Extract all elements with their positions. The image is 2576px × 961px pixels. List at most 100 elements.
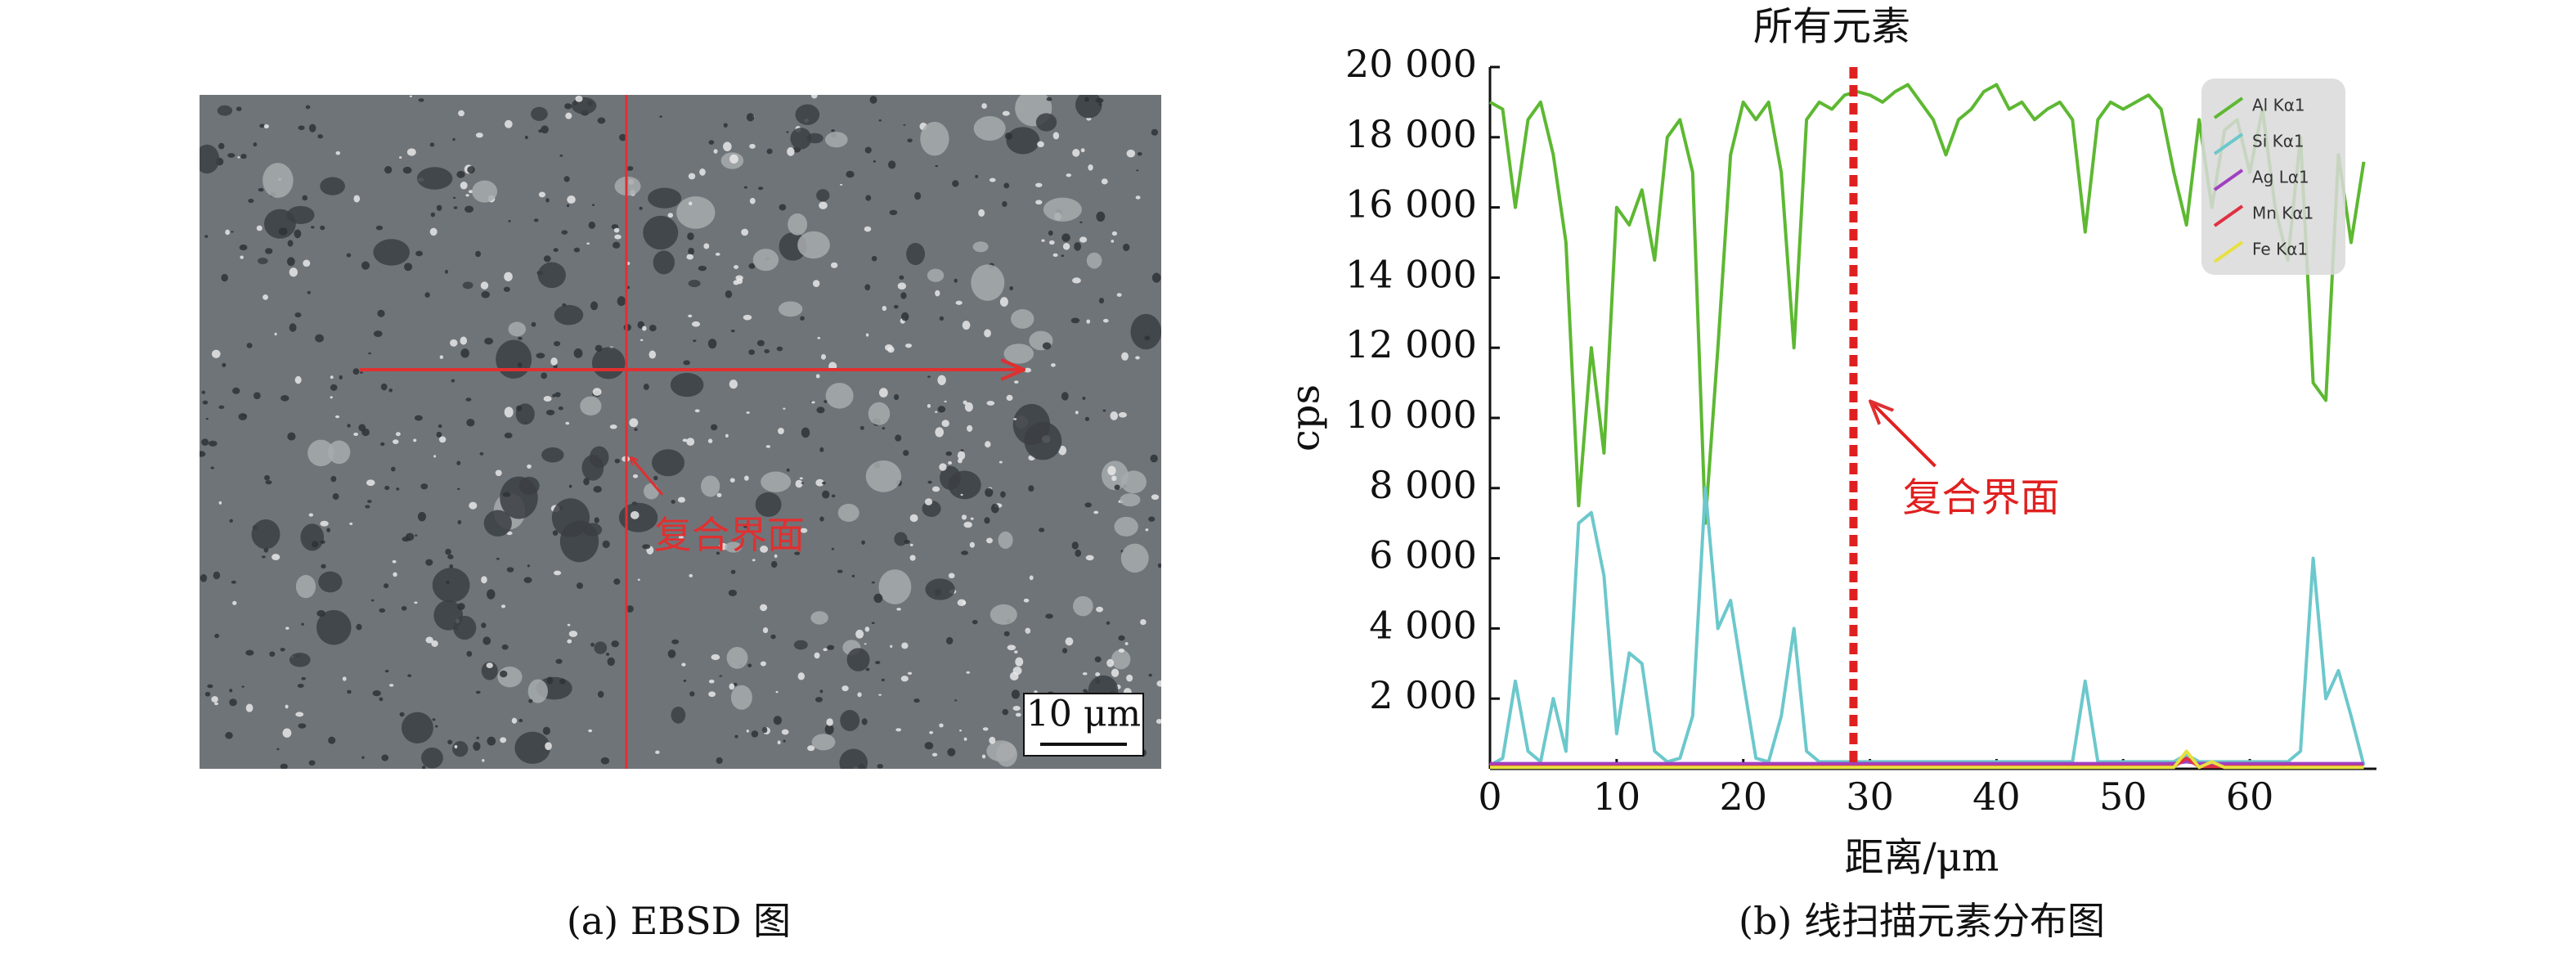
speck: [421, 747, 443, 769]
speck: [963, 737, 967, 741]
speck: [565, 421, 570, 425]
speck: [619, 133, 627, 141]
speck: [686, 438, 695, 447]
speck: [812, 280, 820, 287]
speck: [864, 284, 871, 291]
speck: [432, 718, 436, 721]
speck: [783, 739, 786, 743]
speck: [756, 339, 765, 347]
speck: [913, 698, 920, 703]
speck: [1096, 606, 1103, 613]
speck: [766, 148, 773, 155]
speck: [320, 225, 325, 231]
speck: [749, 197, 756, 204]
speck: [907, 138, 913, 143]
speck: [893, 304, 899, 309]
speck: [903, 450, 909, 456]
speck: [583, 478, 590, 486]
speck: [644, 483, 659, 500]
speck: [377, 309, 385, 317]
speck: [1052, 253, 1058, 257]
speck: [495, 469, 502, 477]
speck: [201, 390, 206, 394]
speck: [361, 261, 370, 270]
speck: [502, 492, 511, 497]
speck: [580, 396, 602, 416]
speck: [1035, 200, 1043, 205]
speck: [330, 375, 334, 379]
speck: [1042, 342, 1052, 350]
speck: [865, 667, 870, 671]
speck: [565, 112, 572, 119]
x-axis-label: 距离/μm: [1845, 835, 1999, 881]
speck: [251, 519, 280, 550]
speck: [824, 132, 848, 148]
speck: [595, 344, 603, 352]
speck: [1009, 286, 1014, 290]
speck: [1073, 595, 1093, 617]
speck: [468, 190, 473, 194]
speck: [779, 204, 787, 211]
speck: [939, 316, 945, 321]
speck: [285, 704, 289, 709]
speck: [931, 486, 940, 492]
speck: [553, 340, 561, 347]
speck: [734, 682, 738, 686]
speck: [393, 572, 397, 577]
speck: [326, 528, 330, 532]
speck: [896, 608, 901, 611]
speck: [597, 117, 606, 124]
speck: [787, 147, 795, 156]
speck: [590, 301, 599, 311]
speck: [559, 678, 566, 685]
speck: [711, 424, 718, 431]
speck: [1098, 297, 1105, 304]
speck: [959, 730, 963, 732]
speck: [682, 438, 688, 442]
speck: [370, 599, 375, 602]
speck: [689, 573, 693, 577]
speck: [373, 239, 410, 266]
speck: [807, 745, 815, 752]
speck: [822, 490, 830, 499]
speck: [466, 419, 475, 427]
x-tick-label: 40: [1972, 775, 2021, 819]
speck: [402, 537, 411, 542]
speck: [475, 690, 481, 694]
speck: [1156, 719, 1161, 724]
speck: [567, 639, 572, 644]
speck: [786, 468, 790, 472]
speck: [869, 96, 877, 104]
legend-label: Mn Kα1: [2252, 204, 2313, 223]
speck: [528, 698, 533, 703]
speck: [819, 201, 828, 209]
speck: [927, 268, 945, 282]
speck: [425, 636, 433, 644]
speck: [527, 564, 530, 568]
speck: [667, 649, 676, 658]
speck: [1114, 484, 1120, 491]
speck: [901, 642, 909, 649]
speck: [308, 123, 316, 132]
speck: [436, 431, 442, 438]
speck: [985, 441, 991, 448]
speck: [407, 674, 412, 677]
speck: [218, 405, 225, 410]
speck: [770, 560, 778, 568]
speck: [422, 766, 426, 769]
speck: [764, 348, 770, 353]
speck: [1086, 252, 1102, 269]
speck: [1096, 211, 1106, 222]
speck: [500, 476, 538, 519]
speck: [504, 406, 514, 418]
speck: [207, 684, 213, 689]
speck: [372, 689, 381, 697]
speck: [527, 464, 532, 469]
speck: [381, 754, 389, 761]
legend-swatch: [2213, 168, 2244, 191]
speck: [683, 360, 690, 366]
speck: [688, 201, 693, 206]
speck: [554, 570, 562, 576]
speck: [373, 330, 383, 337]
